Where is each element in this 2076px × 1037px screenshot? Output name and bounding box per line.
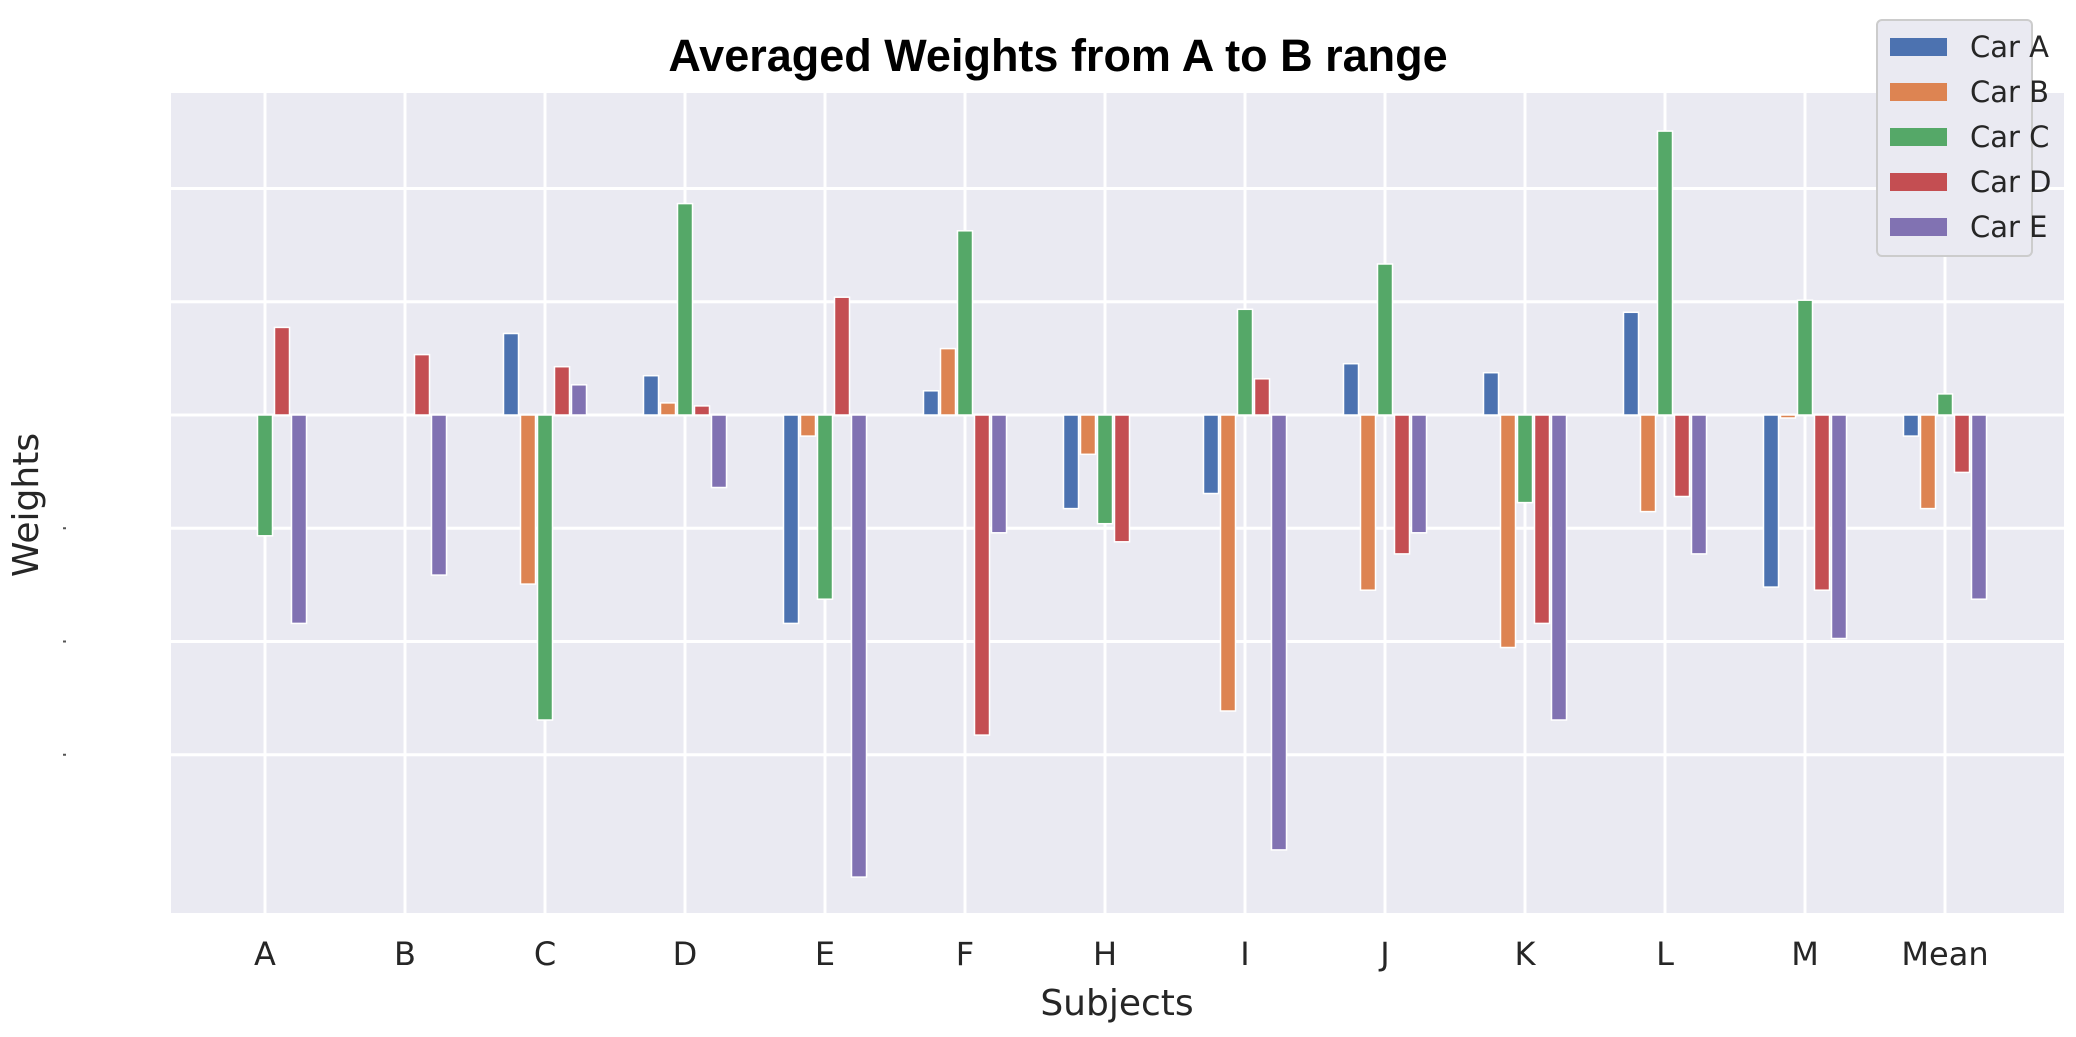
bar-d-car-d <box>693 405 711 416</box>
legend-swatch <box>1890 38 1947 56</box>
bar-i-car-b <box>1219 414 1237 712</box>
bar-mean-car-b <box>1919 414 1937 510</box>
y-axis-label: Weights <box>6 433 47 577</box>
bar-k-car-a <box>1482 371 1500 416</box>
bar-e-car-d <box>833 296 851 416</box>
legend-swatch <box>1890 173 1947 191</box>
bar-l-car-e <box>1690 414 1708 555</box>
bar-i-car-e <box>1270 414 1288 851</box>
bar-k-car-b <box>1499 414 1517 649</box>
bar-mean-car-d <box>1953 414 1971 474</box>
bar-c-car-b <box>519 414 537 585</box>
bar-e-car-c <box>816 414 834 600</box>
x-tick-label: L <box>1656 935 1674 973</box>
bar-h-car-a <box>1062 414 1080 510</box>
y-tick-mark <box>63 753 66 756</box>
bar-e-car-a <box>782 414 800 625</box>
x-tick-label: K <box>1515 935 1537 973</box>
legend: Car A Car B Car C Car D Car E <box>1876 19 2052 257</box>
bar-m-car-e <box>1830 414 1848 640</box>
bar-mean-car-e <box>1970 414 1988 600</box>
bar-d-car-a <box>642 374 660 416</box>
y-tick-mark <box>63 527 66 530</box>
bar-c-car-e <box>570 384 588 416</box>
legend-label: Car B <box>1970 75 2049 109</box>
bar-f-car-e <box>990 414 1008 534</box>
bar-j-car-d <box>1393 414 1411 555</box>
bar-a-car-c <box>256 414 274 537</box>
bar-b-car-e <box>430 414 448 576</box>
legend-swatch <box>1890 128 1947 146</box>
x-tick-label: J <box>1378 935 1389 973</box>
bar-h-car-b <box>1079 414 1097 456</box>
y-tick-marks <box>63 527 66 756</box>
x-tick-labels: A B C D E F H I J K L M Mean <box>254 935 1989 973</box>
bar-m-car-b <box>1779 414 1797 419</box>
chart-title: Averaged Weights from A to B range <box>668 30 1447 81</box>
x-tick-label: F <box>956 935 974 973</box>
bar-b-car-d <box>413 353 431 416</box>
bar-a-car-e <box>290 414 308 625</box>
bar-d-car-e <box>710 414 728 489</box>
legend-label: Car C <box>1970 120 2049 154</box>
x-tick-label: A <box>254 935 276 973</box>
bar-j-car-b <box>1359 414 1377 591</box>
bar-l-car-d <box>1673 414 1691 498</box>
bar-c-car-c <box>536 414 554 721</box>
bars <box>256 130 1988 878</box>
bar-l-car-a <box>1622 311 1640 416</box>
bar-f-car-d <box>973 414 991 736</box>
bar-j-car-e <box>1410 414 1428 534</box>
bar-mean-car-a <box>1902 414 1920 437</box>
bar-f-car-a <box>922 390 940 416</box>
bar-d-car-b <box>659 402 677 416</box>
bar-k-car-d <box>1533 414 1551 625</box>
bar-c-car-d <box>553 365 571 416</box>
bar-m-car-d <box>1813 414 1831 591</box>
bar-d-car-c <box>676 202 694 416</box>
bar-h-car-c <box>1096 414 1114 525</box>
bar-i-car-a <box>1202 414 1220 495</box>
bar-f-car-b <box>939 347 957 416</box>
bar-c-car-a <box>502 332 520 416</box>
bar-i-car-c <box>1236 308 1254 416</box>
legend-label: Car A <box>1970 30 2049 64</box>
x-tick-label: Mean <box>1901 935 1988 973</box>
x-tick-label: I <box>1240 935 1249 973</box>
x-tick-label: H <box>1093 935 1117 973</box>
bar-k-car-e <box>1550 414 1568 721</box>
bar-j-car-c <box>1376 263 1394 416</box>
legend-label: Car D <box>1970 165 2052 199</box>
bar-l-car-c <box>1656 130 1674 416</box>
x-tick-label: D <box>673 935 698 973</box>
legend-label: Car E <box>1970 210 2047 244</box>
y-tick-mark <box>63 640 66 643</box>
x-tick-label: M <box>1791 935 1819 973</box>
bar-i-car-d <box>1253 378 1271 416</box>
bar-h-car-d <box>1113 414 1131 543</box>
bar-f-car-c <box>956 230 974 416</box>
bar-a-car-d <box>273 326 291 416</box>
bar-m-car-c <box>1796 299 1814 416</box>
legend-frame <box>1876 19 2033 257</box>
x-tick-label: C <box>534 935 556 973</box>
x-tick-label: B <box>394 935 416 973</box>
bar-e-car-e <box>850 414 868 878</box>
x-tick-label: E <box>815 935 835 973</box>
bar-mean-car-c <box>1936 393 1954 416</box>
bar-k-car-c <box>1516 414 1534 504</box>
bar-e-car-b <box>799 414 817 437</box>
bar-j-car-a <box>1342 362 1360 416</box>
bar-m-car-a <box>1762 414 1780 588</box>
bar-l-car-b <box>1639 414 1657 513</box>
legend-swatch <box>1890 83 1947 101</box>
x-axis-label: Subjects <box>1040 983 1193 1024</box>
legend-swatch <box>1890 218 1947 236</box>
